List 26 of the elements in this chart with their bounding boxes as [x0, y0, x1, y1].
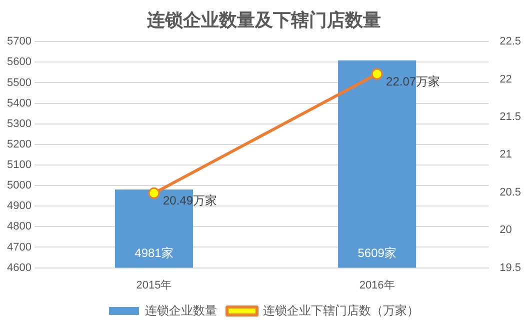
y2-tick-label: 21: [500, 148, 512, 161]
y2-tick-label: 21.5: [500, 111, 522, 124]
y-tick-label: 5700: [6, 36, 32, 48]
y2-tick-label: 22.5: [500, 36, 522, 48]
legend-label: 连锁企业数量: [145, 303, 217, 318]
data-label: 5609家: [358, 246, 396, 260]
y2-tick-label: 20.5: [500, 186, 522, 198]
data-label: 4981家: [134, 246, 174, 260]
y-tick-label: 4700: [6, 241, 32, 254]
y-tick-label: 5400: [6, 97, 32, 110]
y-tick-label: 5000: [6, 180, 32, 192]
x-tick-label: 2015年: [136, 279, 172, 292]
y-tick-label: 4600: [6, 262, 32, 274]
y-tick-label: 4800: [6, 220, 32, 233]
y-tick-label: 5500: [6, 76, 32, 89]
legend-label: 连锁企业下辖门店数（万家）: [263, 303, 419, 318]
y2-tick-label: 22: [500, 73, 512, 86]
y-tick-label: 5600: [6, 56, 32, 68]
chart-title: 连锁企业数量及下辖门店数量: [146, 10, 381, 30]
y2-tick-label: 20: [500, 224, 512, 236]
y2-tick-label: 19.5: [500, 262, 522, 274]
x-tick-label: 2016年: [359, 279, 395, 292]
y-tick-label: 5100: [6, 159, 32, 172]
y-tick-label: 5300: [6, 118, 32, 130]
y-tick-label: 5200: [6, 138, 32, 150]
y-tick-label: 4900: [6, 200, 32, 212]
